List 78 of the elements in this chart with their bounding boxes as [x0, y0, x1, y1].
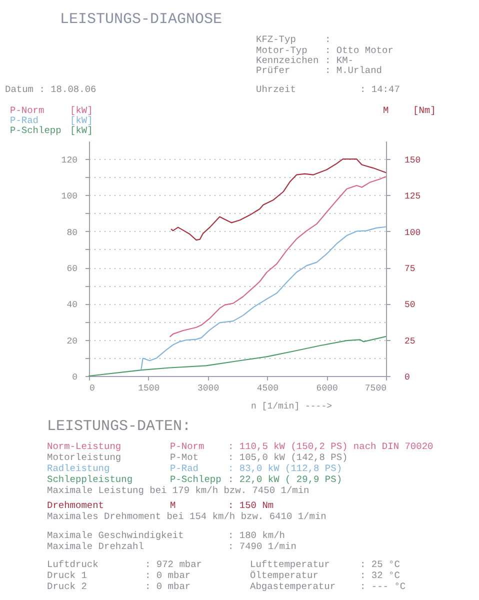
text: LEISTUNGS-DATEN:: [47, 418, 192, 435]
text: Maximale Geschwindigkeit: [47, 530, 184, 541]
text: Druck 1: [47, 570, 88, 581]
text: Norm-Leistung: [47, 441, 122, 452]
text: : 25 °C: [360, 559, 400, 570]
x-axis-title: n [1/min] ---->: [250, 402, 332, 412]
text: P-Rad: [10, 115, 39, 126]
text: Uhrzeit: [256, 84, 296, 95]
text: : 7490 1/min: [228, 541, 296, 552]
text: Maximale Drehzahl: [47, 541, 144, 552]
text: [kW]: [70, 105, 93, 116]
text: Maximale Leistung bei 179 km/h bzw. 7450 1/min: [47, 485, 310, 496]
text: : 105,0 kW (142,8 PS): [228, 452, 348, 463]
y-tick-label: 60: [66, 264, 78, 274]
y2-tick-label: 150: [404, 156, 421, 166]
y-tick-label: 0: [72, 372, 78, 382]
y-tick-label: 20: [66, 336, 78, 346]
x-tick-label: 7500: [364, 384, 386, 394]
text: P-Schlepp: [170, 474, 222, 485]
text: M: [170, 500, 176, 511]
text: Datum : 18.08.06: [5, 84, 97, 95]
text: Kennzeichen: [256, 55, 319, 66]
y-tick-label: 80: [66, 228, 78, 238]
text: P-Schlepp: [10, 125, 62, 136]
text: Drehmoment: [47, 500, 104, 511]
text: : 0 mbar: [145, 570, 191, 581]
line-series: [170, 158, 386, 241]
x-tick-label: 3000: [197, 384, 220, 394]
x-tick-label: 1500: [138, 384, 160, 394]
y-axis-title: [kW]: [70, 125, 93, 136]
text: : M.Urland: [325, 65, 382, 76]
text: Luftdruck: [47, 559, 99, 570]
y2-tick-label: 125: [404, 192, 421, 202]
text: Radleistung: [47, 463, 110, 474]
text: : 150 Nm: [228, 500, 274, 511]
line-series: [170, 176, 386, 338]
text: : 110,5 kW (150,2 PS) nach DIN 70020: [228, 441, 434, 452]
text: [kW]: [70, 115, 93, 126]
text: : 83,0 kW (112,8 PS): [228, 463, 342, 474]
y2-axis-title: [Nm]: [413, 105, 436, 116]
text: P-Norm: [170, 441, 205, 452]
text: : 0 mbar: [145, 581, 191, 592]
text: Druck 2: [47, 581, 88, 592]
text: Abgastemperatur: [250, 581, 336, 592]
text: : 22,0 kW ( 29,9 PS): [228, 474, 342, 485]
text: KFZ-Typ: [256, 34, 296, 45]
text: :: [325, 34, 331, 45]
text: : Otto Motor: [325, 45, 394, 56]
y2-tick-label: 0: [404, 372, 410, 382]
y-tick-label: 120: [61, 156, 78, 166]
y2-tick-label: 75: [404, 264, 416, 274]
x-tick-label: 0: [90, 384, 95, 394]
y2-tick-label: 25: [404, 336, 416, 346]
text: : 972 mbar: [145, 559, 202, 570]
text: : 14:47: [360, 84, 400, 95]
text: : --- °C: [360, 581, 406, 592]
y2-tick-label: 100: [404, 228, 421, 238]
line-series: [140, 226, 386, 370]
y-tick-label: 40: [66, 300, 78, 310]
text: : 32 °C: [360, 570, 400, 581]
text: P-Rad: [170, 463, 199, 474]
chart-title: LEISTUNGS-DIAGNOSE: [60, 11, 222, 28]
text: M: [383, 105, 389, 116]
y2-tick-label: 50: [404, 300, 416, 310]
text: Prüfer: [256, 65, 290, 76]
text: Maximales Drehmoment bei 154 km/h bzw. 6410 1/min: [47, 511, 326, 522]
x-tick-label: 6000: [316, 384, 338, 394]
text: P-Mot: [170, 452, 199, 463]
text: : KM-: [325, 55, 354, 66]
x-tick-label: 4500: [256, 384, 279, 394]
text: Schleppleistung: [47, 474, 133, 485]
y-tick-label: 100: [61, 192, 78, 202]
text: Öltemperatur: [250, 570, 318, 581]
text: P-Norm: [10, 105, 45, 116]
text: Motor-Typ: [256, 45, 308, 56]
text: Lufttemperatur: [250, 559, 330, 570]
text: Motorleistung: [47, 452, 122, 463]
text: : 180 km/h: [228, 530, 286, 541]
